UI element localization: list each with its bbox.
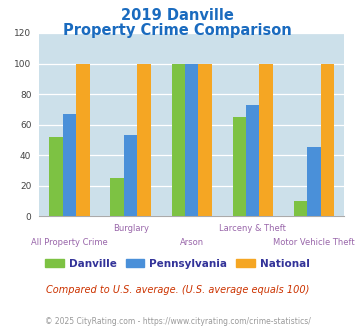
- Bar: [321, 63, 334, 216]
- Bar: [307, 148, 321, 216]
- Bar: [198, 63, 212, 216]
- Text: Burglary: Burglary: [113, 224, 149, 233]
- Bar: [76, 63, 90, 216]
- Text: Arson: Arson: [180, 238, 204, 247]
- Text: Property Crime Comparison: Property Crime Comparison: [63, 23, 292, 38]
- Bar: [260, 63, 273, 216]
- Bar: [124, 135, 137, 216]
- Bar: [294, 201, 307, 216]
- Text: Compared to U.S. average. (U.S. average equals 100): Compared to U.S. average. (U.S. average …: [46, 285, 309, 295]
- Text: All Property Crime: All Property Crime: [31, 238, 108, 247]
- Bar: [49, 137, 63, 216]
- Bar: [185, 63, 198, 216]
- Legend: Danville, Pennsylvania, National: Danville, Pennsylvania, National: [41, 254, 314, 273]
- Bar: [246, 105, 260, 216]
- Bar: [110, 178, 124, 216]
- Text: Motor Vehicle Theft: Motor Vehicle Theft: [273, 238, 355, 247]
- Text: Larceny & Theft: Larceny & Theft: [219, 224, 286, 233]
- Bar: [63, 114, 76, 216]
- Text: © 2025 CityRating.com - https://www.cityrating.com/crime-statistics/: © 2025 CityRating.com - https://www.city…: [45, 317, 310, 326]
- Text: 2019 Danville: 2019 Danville: [121, 8, 234, 23]
- Bar: [137, 63, 151, 216]
- Bar: [233, 117, 246, 216]
- Bar: [171, 63, 185, 216]
